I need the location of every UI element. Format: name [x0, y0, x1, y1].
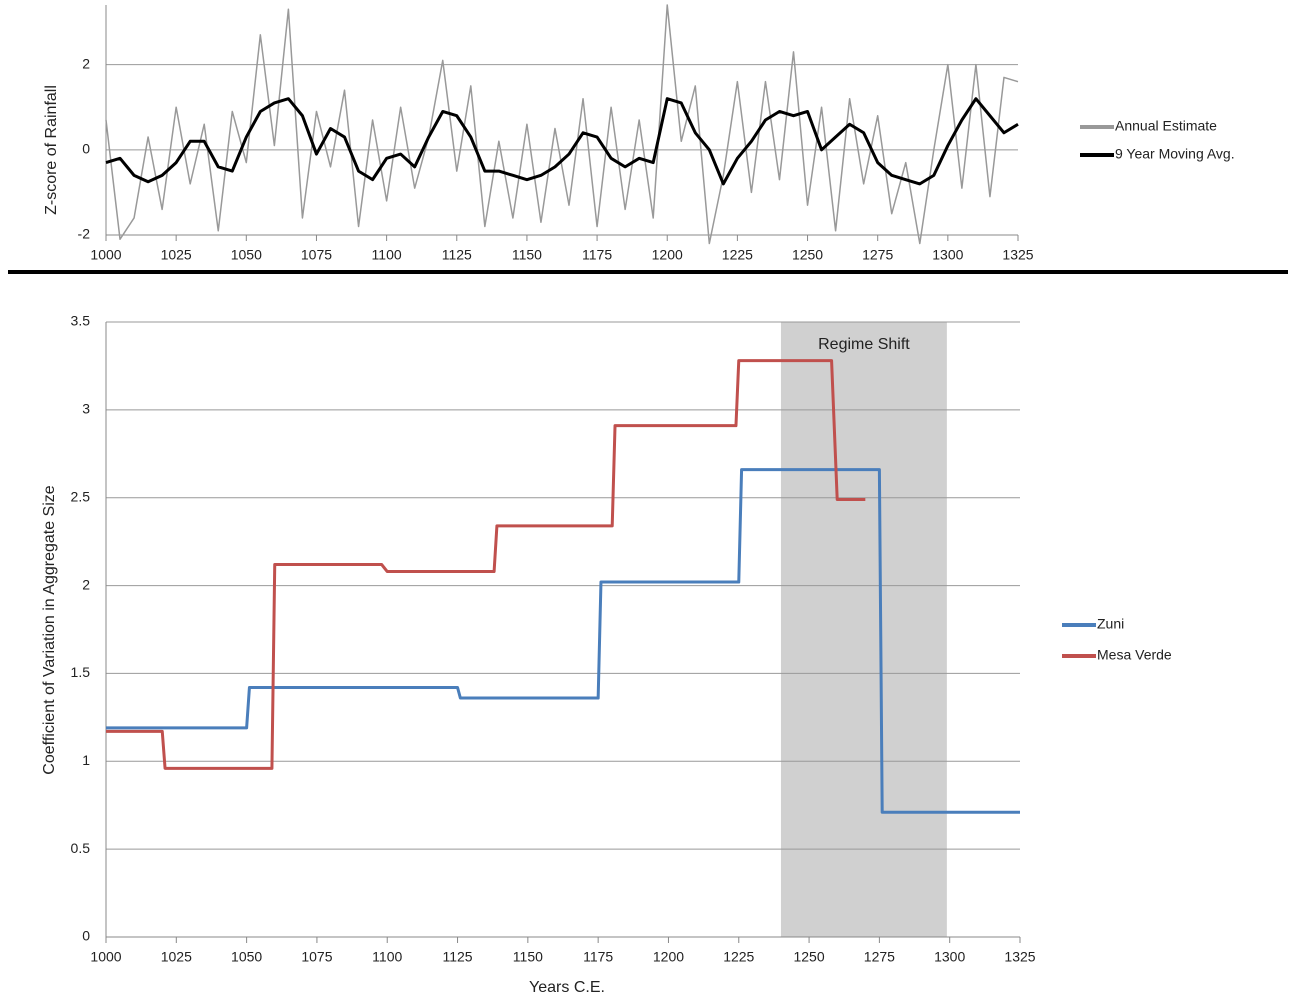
- y-axis-title: Coefficient of Variation in Aggregate Si…: [41, 485, 58, 774]
- x-tick-label: 1000: [90, 949, 121, 965]
- y-tick-label: 3.5: [71, 313, 91, 329]
- y-tick-label: 0.5: [71, 840, 91, 856]
- x-tick-label: 1000: [90, 247, 121, 263]
- legend-label: Zuni: [1097, 616, 1124, 632]
- x-tick-label: 1150: [513, 949, 543, 965]
- x-tick-label: 1050: [231, 247, 262, 263]
- x-tick-label: 1075: [301, 247, 332, 263]
- y-tick-label: 2: [82, 576, 90, 592]
- x-tick-label: 1175: [582, 247, 612, 263]
- y-tick-label: 0: [82, 141, 90, 157]
- x-tick-label: 1325: [1004, 949, 1035, 965]
- legend-label: 9 Year Moving Avg.: [1115, 146, 1235, 162]
- x-tick-label: 1100: [372, 949, 402, 965]
- x-tick-label: 1100: [372, 247, 402, 263]
- x-tick-label: 1200: [653, 949, 684, 965]
- x-tick-label: 1050: [231, 949, 262, 965]
- x-tick-label: 1125: [442, 949, 472, 965]
- x-tick-label: 1275: [862, 247, 893, 263]
- x-axis-title: Years C.E.: [529, 979, 605, 996]
- x-tick-label: 1275: [864, 949, 895, 965]
- x-tick-label: 1175: [583, 949, 613, 965]
- y-tick-label: 1.5: [71, 664, 91, 680]
- x-tick-label: 1250: [793, 949, 824, 965]
- y-tick-label: 1: [82, 752, 90, 768]
- x-tick-label: 1225: [722, 247, 753, 263]
- x-tick-label: 1025: [161, 247, 192, 263]
- y-tick-label: 2: [82, 55, 90, 71]
- region-label: Regime Shift: [818, 336, 910, 353]
- y-tick-label: 0: [82, 928, 90, 944]
- shaded-region: [780, 322, 947, 937]
- y-axis-title: Z-score of Rainfall: [43, 85, 60, 215]
- x-tick-label: 1200: [652, 247, 683, 263]
- series-line: [106, 468, 1020, 814]
- x-tick-label: 1300: [934, 949, 965, 965]
- x-tick-label: 1325: [1002, 247, 1033, 263]
- x-tick-label: 1125: [442, 247, 472, 263]
- y-tick-label: 2.5: [71, 488, 91, 504]
- x-tick-label: 1025: [161, 949, 192, 965]
- legend-label: Mesa Verde: [1097, 647, 1172, 663]
- x-tick-label: 1075: [301, 949, 332, 965]
- series-line: [106, 359, 866, 770]
- x-tick-label: 1150: [512, 247, 542, 263]
- legend-label: Annual Estimate: [1115, 118, 1217, 134]
- x-tick-label: 1250: [792, 247, 823, 263]
- y-tick-label: 3: [82, 401, 90, 417]
- x-tick-label: 1300: [932, 247, 963, 263]
- series-line: [105, 97, 1019, 186]
- series-line: [105, 4, 1019, 245]
- x-tick-label: 1225: [723, 949, 754, 965]
- y-tick-label: -2: [78, 226, 91, 242]
